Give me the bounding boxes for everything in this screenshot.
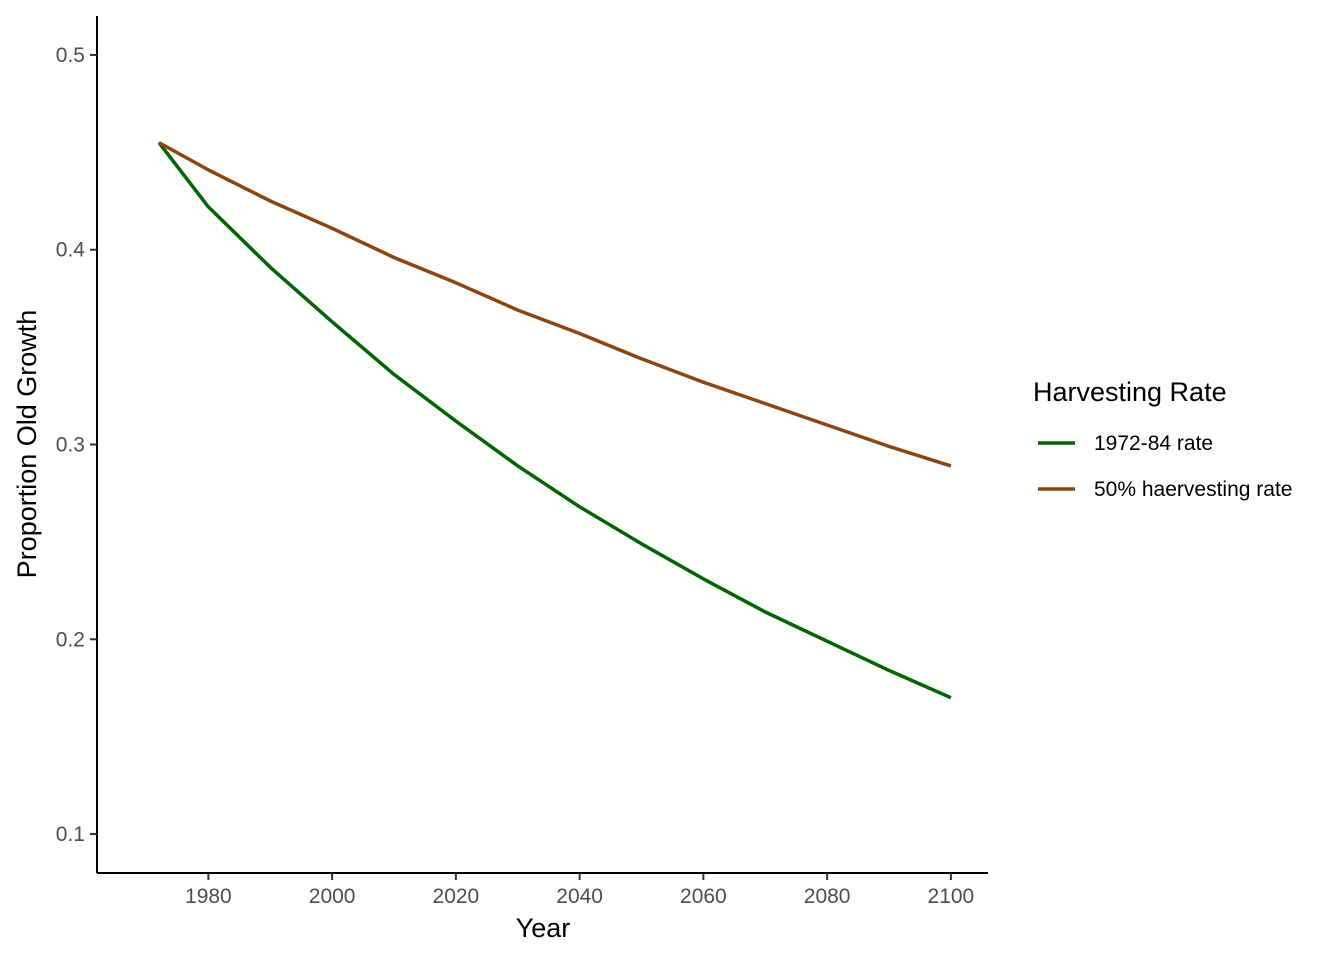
x-tick-label: 2100 [928, 885, 975, 908]
x-tick-label: 2080 [804, 885, 851, 908]
x-tick-label: 2060 [680, 885, 727, 908]
x-ticks: 1980 2000 2020 2040 2060 2080 2100 [185, 873, 974, 908]
y-tick-label: 0.3 [56, 434, 85, 457]
legend-label-1: 1972-84 rate [1094, 432, 1213, 455]
legend-items: 1972-84 rate 50% haervesting rate [1038, 432, 1292, 501]
y-ticks: 0.1 0.2 0.3 0.4 0.5 [56, 44, 97, 846]
x-tick-label: 2000 [309, 885, 356, 908]
axes [96, 16, 988, 874]
series-lines [157, 141, 952, 700]
y-tick-label: 0.4 [56, 239, 86, 262]
legend-label-2: 50% haervesting rate [1094, 478, 1292, 501]
y-tick-label: 0.1 [56, 823, 85, 846]
x-tick-label: 2040 [556, 885, 603, 908]
y-tick-label: 0.2 [56, 628, 85, 651]
x-tick-label: 2020 [433, 885, 480, 908]
y-tick-label: 0.5 [56, 44, 85, 67]
series-line-1 [157, 141, 952, 700]
legend-title: Harvesting Rate [1033, 377, 1227, 407]
series-line-2 [158, 141, 952, 468]
x-axis-title: Year [516, 913, 571, 943]
legend: Harvesting Rate 1972-84 rate 50% haervest… [1033, 377, 1292, 501]
x-tick-label: 1980 [185, 885, 232, 908]
y-axis-title: Proportion Old Growth [12, 310, 42, 579]
